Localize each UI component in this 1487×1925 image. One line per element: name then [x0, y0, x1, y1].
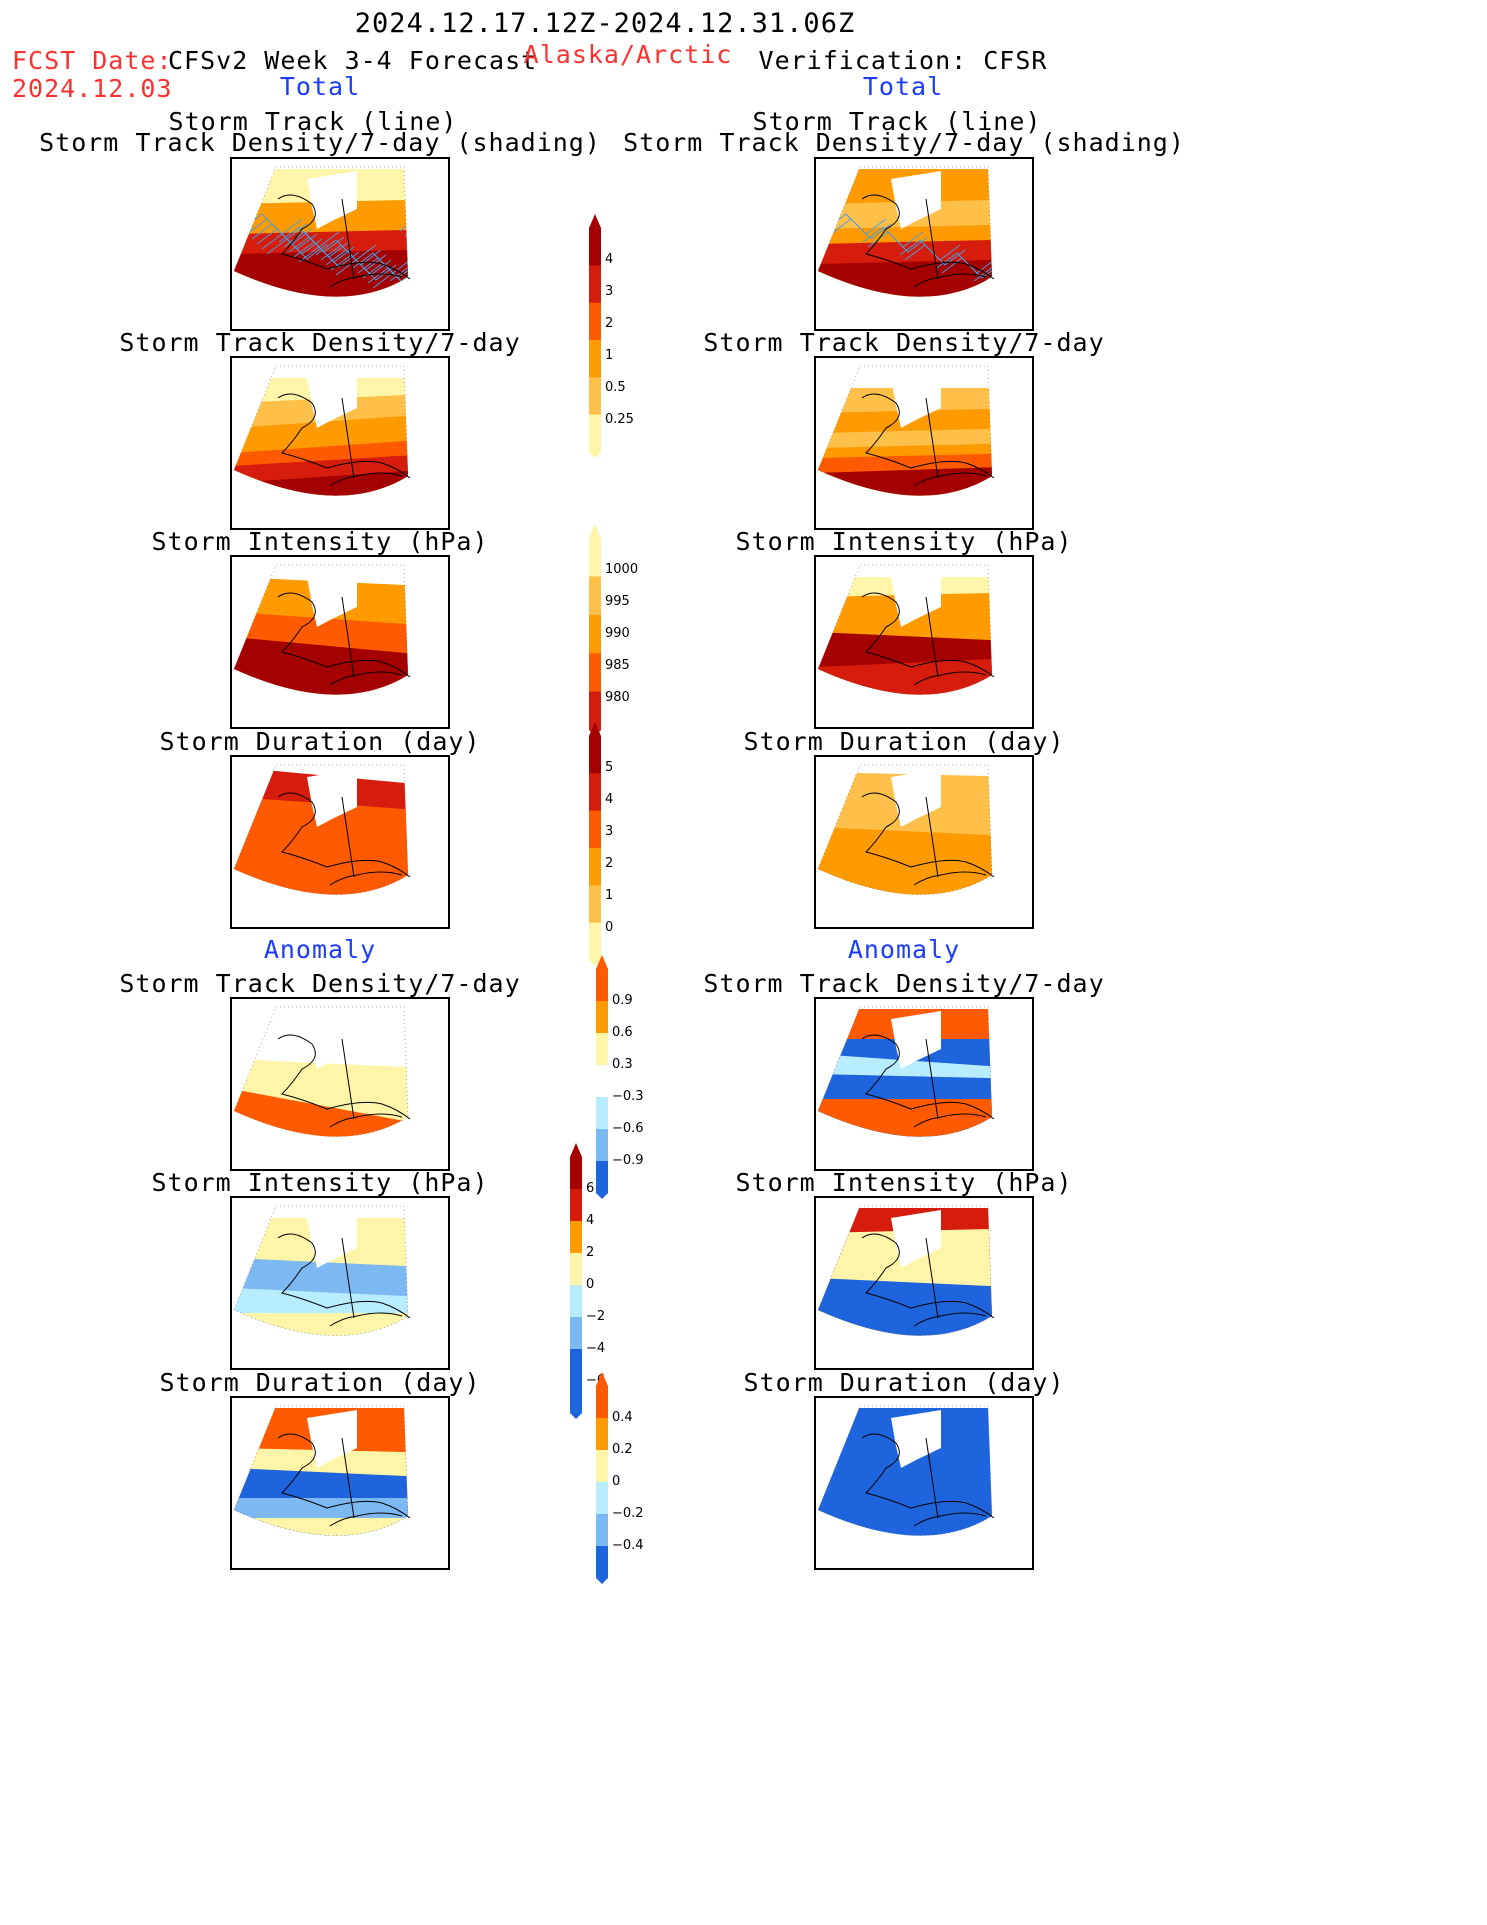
colorbar-tick-label: −0.6	[612, 1121, 644, 1136]
map-anom-duration-forecast	[230, 1396, 450, 1570]
colorbar-tick-label: 0	[605, 920, 614, 935]
map-track-verification	[814, 157, 1034, 331]
map-anom-intensity-forecast	[230, 1196, 450, 1370]
colorbar-tick-label: 980	[605, 690, 630, 705]
colorbar-tick-label: 0.2	[612, 1442, 633, 1457]
colorbar-tick-label: 5	[605, 760, 614, 775]
map-density-verification	[814, 356, 1034, 530]
colorbar-tick-label: 3	[605, 824, 614, 839]
valid-period: 2024.12.17.12Z-2024.12.31.06Z	[354, 8, 856, 39]
map-duration-verification	[814, 755, 1034, 929]
map-anom-duration-verification	[814, 1396, 1034, 1570]
colorbar-duration-anomaly: 0.4 0.2 0 −0.2 −0.4	[592, 1372, 644, 1588]
title-anom-duration-right: Storm Duration (day)	[743, 1368, 1065, 1397]
map-anom-intensity-verification	[814, 1196, 1034, 1370]
title-intensity-left: Storm Intensity (hPa)	[151, 527, 489, 556]
map-duration-forecast	[230, 755, 450, 929]
colorbar-tick-label: 0.25	[605, 412, 634, 427]
map-density-forecast	[230, 356, 450, 530]
colorbar-tick-label: 0.5	[605, 380, 626, 395]
map-anom-density-forecast	[230, 997, 450, 1171]
colorbar-tick-label: 985	[605, 658, 630, 673]
colorbar-tick-label: 0	[612, 1474, 621, 1489]
colorbar-tick-label: 1000	[605, 562, 639, 577]
title-anom-intensity-left: Storm Intensity (hPa)	[151, 1168, 489, 1197]
colorbar-density-anomaly: 0.9 0.6 0.3 −0.3 −0.6 −0.9	[592, 955, 644, 1203]
colorbar-tick-label: 0.9	[612, 993, 633, 1008]
colorbar-tick-label: 1	[605, 348, 614, 363]
title-anom-density-left: Storm Track Density/7-day	[119, 969, 521, 998]
colorbar-tick-label: 4	[586, 1213, 595, 1228]
title-track-shading-left: Storm Track Density/7-day (shading)	[39, 128, 601, 157]
map-intensity-verification	[814, 555, 1034, 729]
forecast-title: CFSv2 Week 3-4 Forecast	[168, 46, 538, 75]
colorbar-tick-label: −0.4	[612, 1538, 644, 1553]
colorbar-density-total: 4 3 2 1 0.5 0.25	[585, 214, 634, 462]
colorbar-tick-label: 990	[605, 626, 630, 641]
title-density-left: Storm Track Density/7-day	[119, 328, 521, 357]
left-anomaly-label: Anomaly	[263, 935, 377, 964]
title-anom-duration-left: Storm Duration (day)	[159, 1368, 481, 1397]
colorbar-tick-label: 3	[605, 284, 614, 299]
colorbar-tick-label: −4	[586, 1341, 606, 1356]
colorbar-tick-label: 0.3	[612, 1057, 633, 1072]
title-duration-right: Storm Duration (day)	[743, 727, 1065, 756]
colorbar-tick-label: −2	[586, 1309, 606, 1324]
fcst-date-value: 2024.12.03	[12, 74, 173, 103]
colorbar-tick-label: 0.4	[612, 1410, 633, 1425]
colorbar-duration-total: 5 4 3 2 1 0	[585, 722, 615, 970]
region-label: Alaska/Arctic	[523, 40, 733, 69]
colorbar-tick-label: −0.3	[612, 1089, 644, 1104]
colorbar-tick-label: 4	[605, 252, 614, 267]
colorbar-tick-label: 0.6	[612, 1025, 633, 1040]
verification-title: Verification: CFSR	[758, 46, 1048, 75]
left-total-label: Total	[279, 72, 361, 101]
colorbar-tick-label: 2	[586, 1245, 595, 1260]
right-total-label: Total	[862, 72, 944, 101]
title-anom-intensity-right: Storm Intensity (hPa)	[735, 1168, 1073, 1197]
title-duration-left: Storm Duration (day)	[159, 727, 481, 756]
map-intensity-forecast	[230, 555, 450, 729]
colorbar-tick-label: −0.2	[612, 1506, 644, 1521]
title-track-line-left: Storm Track (line)	[168, 107, 458, 136]
colorbar-tick-label: 6	[586, 1181, 595, 1196]
map-track-forecast	[230, 157, 450, 331]
colorbar-intensity-total: 1000 995 990 985 980	[585, 524, 638, 740]
colorbar-tick-label: 4	[605, 792, 614, 807]
right-anomaly-label: Anomaly	[847, 935, 961, 964]
title-track-line-right: Storm Track (line)	[752, 107, 1042, 136]
title-anom-density-right: Storm Track Density/7-day	[703, 969, 1105, 998]
colorbar-tick-label: 1	[605, 888, 614, 903]
colorbar-tick-label: 0	[586, 1277, 595, 1292]
colorbar-tick-label: −0.9	[612, 1153, 644, 1168]
title-density-right: Storm Track Density/7-day	[703, 328, 1105, 357]
colorbar-tick-label: 995	[605, 594, 630, 609]
colorbar-tick-label: 2	[605, 856, 614, 871]
map-anom-density-verification	[814, 997, 1034, 1171]
colorbar-intensity-anomaly: 6 4 2 0 −2 −4 −6	[566, 1143, 605, 1423]
title-intensity-right: Storm Intensity (hPa)	[735, 527, 1073, 556]
colorbar-tick-label: 2	[605, 316, 614, 331]
title-track-shading-right: Storm Track Density/7-day (shading)	[623, 128, 1185, 157]
fcst-date-label: FCST Date:	[12, 46, 173, 75]
